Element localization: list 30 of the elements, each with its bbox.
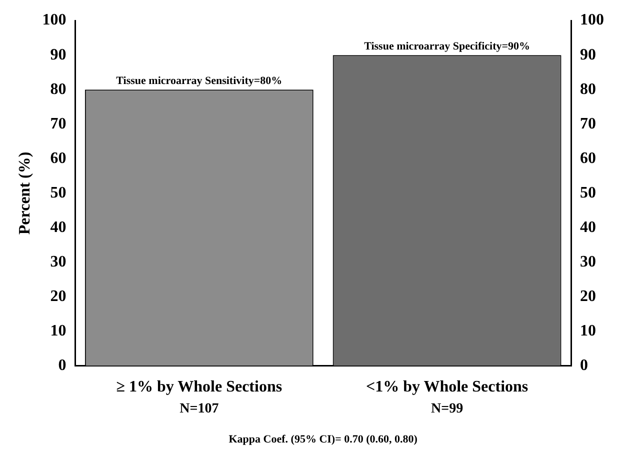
y2-tick-label: 60	[580, 150, 596, 167]
y2-tick-label: 10	[580, 322, 596, 340]
annotation: Tissue microarray Sensitivity=80%	[116, 74, 282, 87]
y-tick-label: 40	[50, 218, 66, 236]
y2-tick-label: 100	[580, 12, 604, 29]
y-tick-label: 80	[50, 80, 66, 98]
annotation: Tissue microarray Specificity=90%	[364, 40, 530, 52]
y-axis-title: Percent (%)	[16, 152, 34, 235]
y2-tick-label: 50	[580, 184, 596, 202]
y2-tick-label: 80	[580, 80, 596, 98]
x-tick-label: <1% by Whole Sections	[366, 378, 528, 396]
y-tick-label: 60	[50, 150, 66, 167]
y-tick-label: 100	[42, 12, 66, 29]
text: N=107	[180, 401, 219, 416]
y2-tick-label: 90	[580, 46, 596, 64]
y2-tick-label: 0	[580, 356, 588, 374]
text: Kappa Coef. (95% CI)= 0.70 (0.60, 0.80)	[228, 433, 418, 446]
x-tick-label: ≥ 1% by Whole Sections	[116, 378, 282, 396]
y-tick-label: 70	[50, 115, 66, 132]
y2-tick-label: 20	[580, 288, 596, 305]
y-tick-label: 10	[50, 322, 66, 340]
y-tick-label: 0	[58, 356, 66, 374]
y2-tick-label: 40	[580, 218, 596, 236]
y2-tick-label: 30	[580, 253, 596, 270]
y-tick-label: 20	[50, 288, 66, 305]
y-tick-label: 30	[50, 253, 66, 270]
text: N=99	[431, 401, 464, 416]
y2-tick-label: 70	[580, 115, 596, 132]
y-tick-label: 90	[50, 46, 66, 64]
y-tick-label: 50	[50, 184, 66, 202]
